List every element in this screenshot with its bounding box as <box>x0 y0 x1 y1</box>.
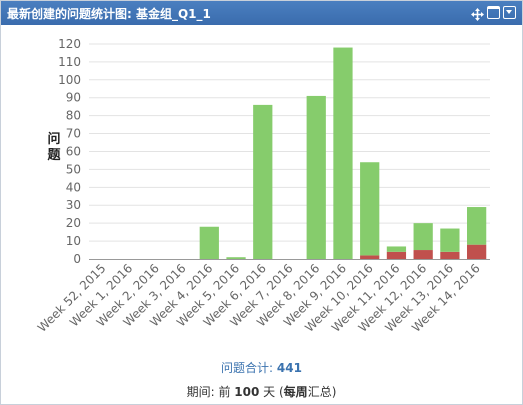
period-suffix: 汇总) <box>307 385 337 399</box>
bar-segment <box>413 250 433 259</box>
bar-segment <box>413 223 433 251</box>
y-tick-label: 60 <box>66 144 81 158</box>
bar-segment <box>199 226 219 259</box>
y-tick-label: 0 <box>73 252 81 266</box>
bar-segment <box>333 47 353 259</box>
y-tick-label: 80 <box>66 109 81 123</box>
y-axis-label-char: 问 <box>47 131 60 147</box>
titlebar-icons <box>468 6 516 21</box>
bar-segment <box>253 104 273 259</box>
maximize-icon[interactable] <box>487 6 500 19</box>
gadget-title: 最新创建的问题统计图: 基金组_Q1_1 <box>7 7 211 21</box>
y-tick-label: 20 <box>66 216 81 230</box>
bar-segment <box>306 95 326 259</box>
y-axis-label: 问题 <box>47 131 61 163</box>
bar-segment <box>386 246 407 252</box>
menu-icon[interactable] <box>503 6 516 19</box>
period-mid: 天 ( <box>259 385 284 399</box>
y-tick-label: 110 <box>58 55 81 69</box>
bar-segment <box>386 251 407 259</box>
y-tick-label: 30 <box>66 198 81 212</box>
grid-lines <box>89 43 490 242</box>
period-days: 100 <box>234 385 260 399</box>
y-tick-label: 50 <box>66 162 81 176</box>
y-tick-label: 70 <box>66 127 81 141</box>
bar-chart: 0 10 20 30 40 50 60 70 80 90 100 110 120 Week 52, 20… <box>35 37 490 335</box>
bars <box>199 47 487 259</box>
total-value: 441 <box>276 361 302 375</box>
y-tick-label: 120 <box>58 37 81 51</box>
gadget-titlebar: 最新创建的问题统计图: 基金组_Q1_1 <box>1 1 522 25</box>
bar-segment <box>226 257 246 259</box>
bar-segment <box>440 251 460 259</box>
y-tick-label: 90 <box>66 91 81 105</box>
y-axis-ticks: 0 10 20 30 40 50 60 70 80 90 100 110 120 <box>58 37 81 266</box>
bar-segment <box>360 255 380 259</box>
y-axis-label-char: 题 <box>47 148 61 163</box>
move-icon[interactable] <box>471 6 484 21</box>
y-tick-label: 10 <box>66 234 81 248</box>
period-summary: 期间: 前 100 天 (每周汇总) <box>1 383 522 400</box>
bar-segment <box>467 244 487 259</box>
bar-segment <box>467 207 487 245</box>
period-prefix: 期间: 前 <box>186 385 235 399</box>
y-tick-label: 100 <box>58 73 81 87</box>
y-tick-label: 40 <box>66 180 81 194</box>
issues-total: 问题合计: 441 <box>1 359 522 376</box>
total-label: 问题合计: <box>221 361 277 375</box>
period-unit: 每周 <box>283 385 308 399</box>
bar-segment <box>440 228 460 252</box>
bar-segment <box>360 162 380 256</box>
